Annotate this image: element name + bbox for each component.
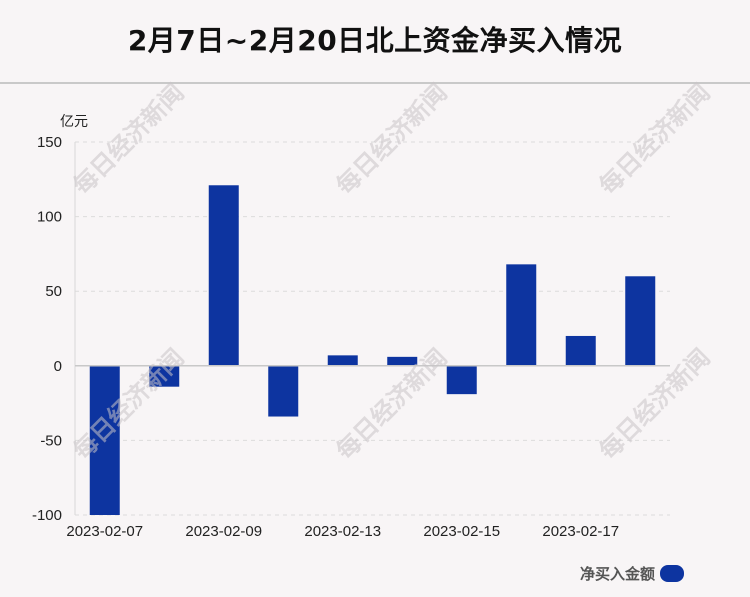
y-axis-unit-label: 亿元: [60, 113, 88, 129]
bar: [149, 365, 180, 387]
bar: [446, 365, 477, 395]
bar: [625, 276, 656, 366]
bar: [327, 355, 358, 366]
chart-legend: 净买入金额: [580, 563, 684, 584]
legend-swatch: [660, 565, 684, 582]
chart-title: 2月7日~2月20日北上资金净买入情况: [127, 24, 623, 57]
bar: [89, 365, 120, 515]
bar: [208, 185, 239, 366]
x-tick-label: 2023-02-09: [185, 523, 262, 540]
y-tick-label: 100: [37, 209, 62, 226]
bar: [565, 335, 596, 366]
x-tick-label: 2023-02-15: [423, 523, 500, 540]
chart-header: 2月7日~2月20日北上资金净买入情况: [0, 0, 750, 84]
y-tick-label: 0: [54, 358, 62, 375]
bar: [387, 356, 418, 366]
x-tick-label: 2023-02-07: [66, 523, 143, 540]
y-tick-label: -50: [40, 432, 62, 449]
x-tick-label: 2023-02-13: [304, 523, 381, 540]
y-tick-label: 150: [37, 134, 62, 151]
x-tick-label: 2023-02-17: [542, 523, 619, 540]
bar: [506, 264, 537, 366]
y-tick-label: 50: [45, 283, 62, 300]
y-tick-label: -100: [32, 507, 62, 524]
bar: [268, 365, 299, 417]
legend-label: 净买入金额: [579, 565, 655, 583]
